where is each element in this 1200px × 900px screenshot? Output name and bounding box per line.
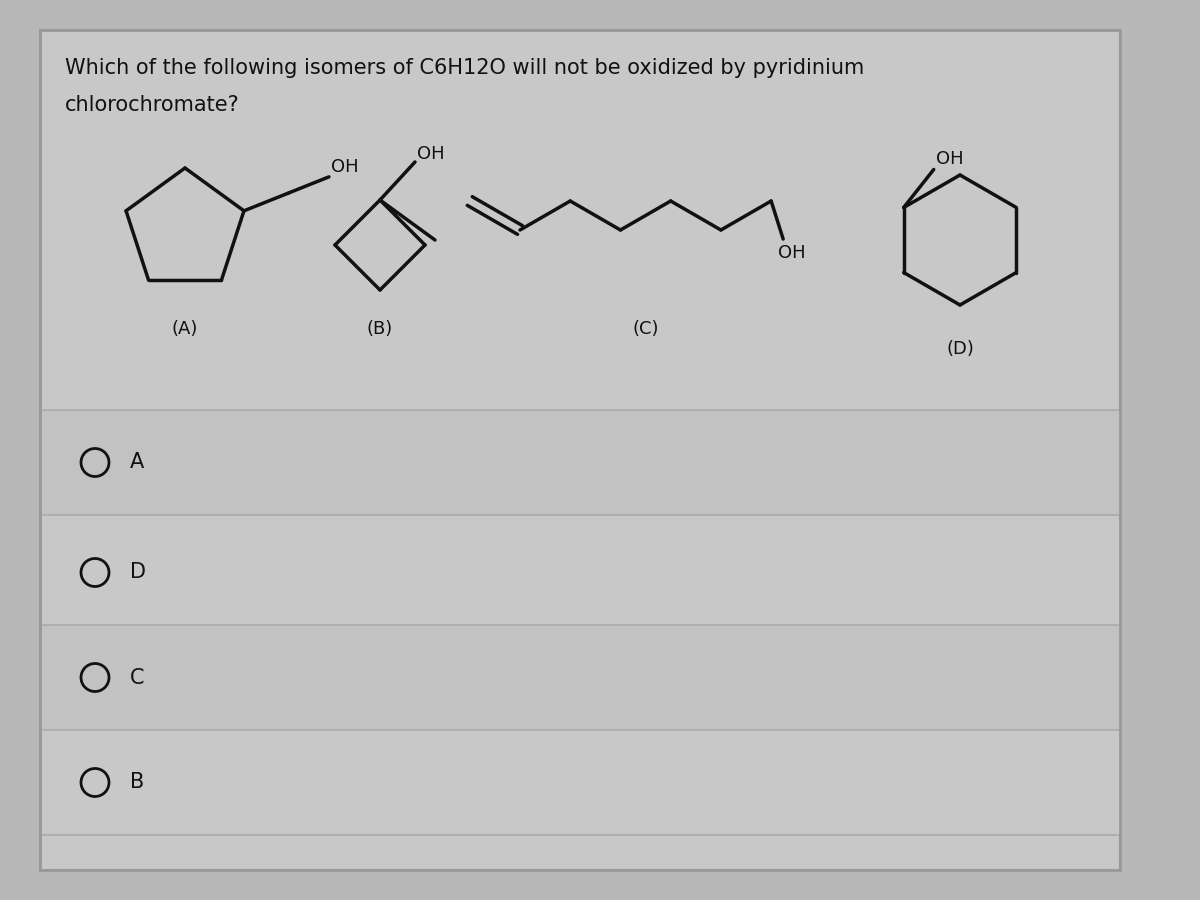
Text: (A): (A) <box>172 320 198 338</box>
Text: Which of the following isomers of C6H12O will not be oxidized by pyridinium: Which of the following isomers of C6H12O… <box>65 58 864 78</box>
Text: chlorochromate?: chlorochromate? <box>65 95 240 115</box>
Text: C: C <box>130 668 144 688</box>
FancyBboxPatch shape <box>40 730 1120 835</box>
Text: OH: OH <box>936 150 964 168</box>
Text: (B): (B) <box>367 320 394 338</box>
FancyBboxPatch shape <box>40 30 1120 870</box>
Text: OH: OH <box>778 244 805 262</box>
Text: B: B <box>130 772 144 793</box>
Text: (C): (C) <box>632 320 659 338</box>
FancyBboxPatch shape <box>40 410 1120 515</box>
Text: OH: OH <box>418 145 445 163</box>
FancyBboxPatch shape <box>40 625 1120 730</box>
Text: D: D <box>130 562 146 582</box>
Text: (D): (D) <box>946 340 974 358</box>
FancyBboxPatch shape <box>40 520 1120 625</box>
Text: A: A <box>130 453 144 472</box>
Text: OH: OH <box>331 158 359 176</box>
